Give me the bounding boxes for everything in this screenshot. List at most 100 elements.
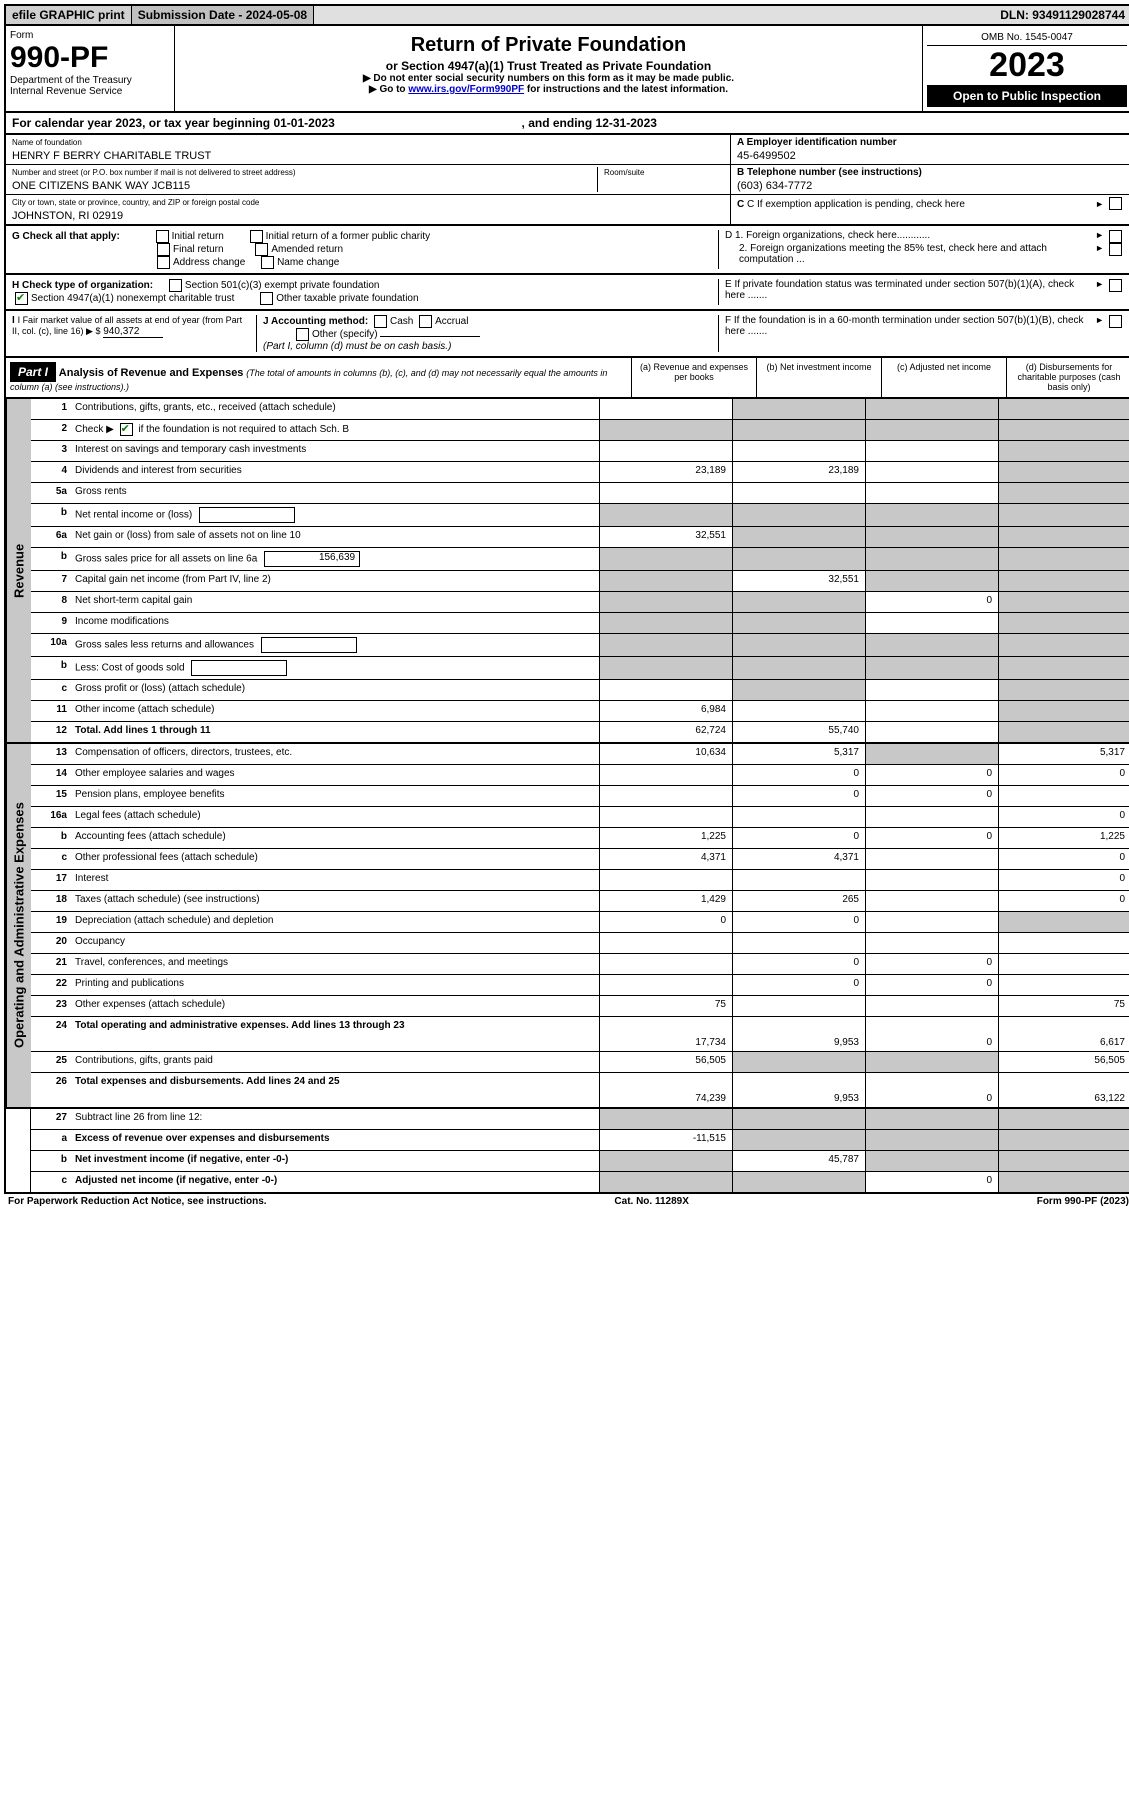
top-bar: efile GRAPHIC print Submission Date - 20…: [4, 4, 1129, 26]
chk-f[interactable]: [1109, 315, 1122, 328]
chk-schb[interactable]: [120, 423, 133, 436]
line-10a: 10aGross sales less returns and allowanc…: [31, 634, 1129, 657]
line-11: 11Other income (attach schedule) 6,984: [31, 701, 1129, 722]
tel-cell: B Telephone number (see instructions) (6…: [731, 165, 1129, 195]
efile-label[interactable]: efile GRAPHIC print: [6, 6, 132, 24]
irs-label: Internal Revenue Service: [10, 86, 170, 97]
line-18: 18Taxes (attach schedule) (see instructi…: [31, 891, 1129, 912]
form-label: Form: [10, 30, 33, 41]
top-spacer: [314, 6, 994, 24]
l10b-box: [191, 660, 287, 676]
header-mid: Return of Private Foundation or Section …: [175, 26, 923, 111]
chk-other-pf[interactable]: [260, 292, 273, 305]
line-27a: aExcess of revenue over expenses and dis…: [31, 1130, 1129, 1151]
arrow-icon: [1095, 315, 1106, 337]
h-section: H Check type of organization: Section 50…: [12, 279, 724, 305]
city-state-zip: JOHNSTON, RI 02919: [12, 210, 724, 222]
part1-header: Part I Analysis of Revenue and Expenses …: [4, 358, 1129, 399]
arrow-icon: [1095, 243, 1106, 265]
header-right: OMB No. 1545-0047 2023 Open to Public In…: [923, 26, 1129, 111]
line-24: 24Total operating and administrative exp…: [31, 1017, 1129, 1052]
chk-accrual[interactable]: [419, 315, 432, 328]
c-checkbox[interactable]: [1109, 197, 1122, 210]
part1-desc: Part I Analysis of Revenue and Expenses …: [6, 358, 631, 397]
line-15: 15Pension plans, employee benefits 00: [31, 786, 1129, 807]
line-16c: cOther professional fees (attach schedul…: [31, 849, 1129, 870]
line-21: 21Travel, conferences, and meetings 00: [31, 954, 1129, 975]
line-4: 4Dividends and interest from securities …: [31, 462, 1129, 483]
line-25: 25Contributions, gifts, grants paid 56,5…: [31, 1052, 1129, 1073]
line-26: 26Total expenses and disbursements. Add …: [31, 1073, 1129, 1107]
chk-initial[interactable]: [156, 230, 169, 243]
line27-table: 27Subtract line 26 from line 12: aExcess…: [4, 1109, 1129, 1194]
header-left: Form 990-PF Department of the Treasury I…: [6, 26, 175, 111]
line-5a: 5aGross rents: [31, 483, 1129, 504]
form-subtitle: or Section 4947(a)(1) Trust Treated as P…: [181, 59, 916, 73]
chk-address[interactable]: [157, 256, 170, 269]
ij-section: I I Fair market value of all assets at e…: [12, 315, 724, 352]
cat-no: Cat. No. 11289X: [614, 1196, 688, 1207]
chk-name[interactable]: [261, 256, 274, 269]
line-27c: cAdjusted net income (if negative, enter…: [31, 1172, 1129, 1192]
info-left: Name of foundation HENRY F BERRY CHARITA…: [6, 135, 730, 224]
irs-link[interactable]: www.irs.gov/Form990PF: [408, 84, 524, 95]
c-pending: C C If exemption application is pending,…: [731, 195, 1129, 212]
line-22: 22Printing and publications 00: [31, 975, 1129, 996]
note-goto: ▶ Go to www.irs.gov/Form990PF for instru…: [181, 84, 916, 95]
note-ssn: ▶ Do not enter social security numbers o…: [181, 73, 916, 84]
chk-final[interactable]: [157, 243, 170, 256]
col-c-hdr: (c) Adjusted net income: [881, 358, 1006, 397]
chk-d1[interactable]: [1109, 230, 1122, 243]
line-5b: bNet rental income or (loss): [31, 504, 1129, 527]
check-row-ijf: I I Fair market value of all assets at e…: [4, 311, 1129, 358]
line-16b: bAccounting fees (attach schedule) 1,225…: [31, 828, 1129, 849]
form-header: Form 990-PF Department of the Treasury I…: [4, 26, 1129, 113]
telephone: (603) 634-7772: [737, 180, 1125, 192]
page-footer: For Paperwork Reduction Act Notice, see …: [4, 1194, 1129, 1209]
line-12: 12Total. Add lines 1 through 11 62,72455…: [31, 722, 1129, 742]
g-section: G Check all that apply: Initial return I…: [12, 230, 724, 269]
chk-501c3[interactable]: [169, 279, 182, 292]
chk-amended[interactable]: [255, 243, 268, 256]
foundation-name-cell: Name of foundation HENRY F BERRY CHARITA…: [6, 135, 730, 165]
omb-no: OMB No. 1545-0047: [927, 30, 1127, 46]
line-23: 23Other expenses (attach schedule) 7575: [31, 996, 1129, 1017]
arrow-icon: [1095, 279, 1106, 301]
expenses-side-label: Operating and Administrative Expenses: [6, 744, 31, 1107]
info-right: A Employer identification number 45-6499…: [730, 135, 1129, 224]
l10a-box: [261, 637, 357, 653]
city-cell: City or town, state or province, country…: [6, 195, 730, 224]
col-d-hdr: (d) Disbursements for charitable purpose…: [1006, 358, 1129, 397]
line-27: 27Subtract line 26 from line 12:: [31, 1109, 1129, 1130]
chk-other-acct[interactable]: [296, 328, 309, 341]
open-public: Open to Public Inspection: [927, 85, 1127, 107]
chk-e[interactable]: [1109, 279, 1122, 292]
e-section: E If private foundation status was termi…: [718, 279, 1125, 305]
line-16a: 16aLegal fees (attach schedule) 0: [31, 807, 1129, 828]
line-8: 8Net short-term capital gain 0: [31, 592, 1129, 613]
expenses-table: Operating and Administrative Expenses 13…: [4, 744, 1129, 1109]
d-section: D 1. Foreign organizations, check here..…: [718, 230, 1125, 269]
line-2: 2Check ▶ if the foundation is not requir…: [31, 420, 1129, 441]
ein: 45-6499502: [737, 150, 1125, 162]
l5b-box: [199, 507, 295, 523]
check-row-he: H Check type of organization: Section 50…: [4, 275, 1129, 311]
chk-d2[interactable]: [1109, 243, 1122, 256]
line-7: 7Capital gain net income (from Part IV, …: [31, 571, 1129, 592]
line-10b: bLess: Cost of goods sold: [31, 657, 1129, 680]
line-27b: bNet investment income (if negative, ent…: [31, 1151, 1129, 1172]
revenue-side-label: Revenue: [6, 399, 31, 742]
paperwork-notice: For Paperwork Reduction Act Notice, see …: [8, 1196, 267, 1207]
ty-end: 12-31-2023: [596, 116, 657, 130]
submission-date: Submission Date - 2024-05-08: [132, 6, 314, 24]
chk-initial-former[interactable]: [250, 230, 263, 243]
line-20: 20Occupancy: [31, 933, 1129, 954]
entity-info: Name of foundation HENRY F BERRY CHARITA…: [4, 135, 1129, 226]
revenue-table: Revenue 1Contributions, gifts, grants, e…: [4, 399, 1129, 744]
calendar-year-row: For calendar year 2023, or tax year begi…: [4, 113, 1129, 135]
chk-cash[interactable]: [374, 315, 387, 328]
part1-label: Part I: [10, 362, 56, 382]
chk-4947[interactable]: [15, 292, 28, 305]
street-address: ONE CITIZENS BANK WAY JCB115: [12, 180, 597, 192]
revenue-rows: 1Contributions, gifts, grants, etc., rec…: [31, 399, 1129, 742]
